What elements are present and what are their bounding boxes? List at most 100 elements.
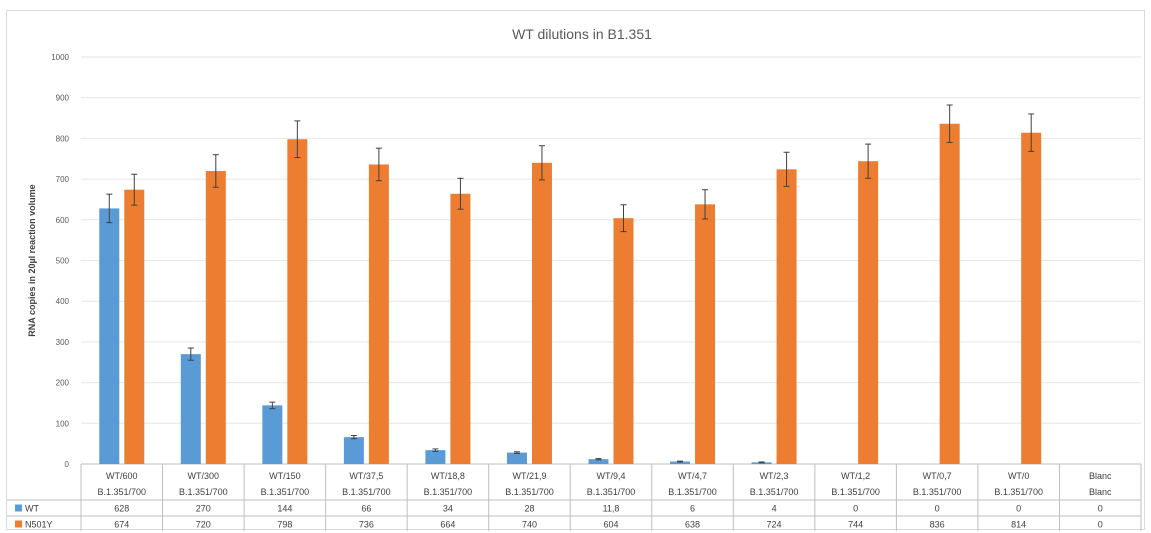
- error-bar: [294, 120, 301, 159]
- error-bar: [432, 448, 439, 452]
- data-table-cell: 4: [772, 504, 777, 514]
- error-bar: [1028, 113, 1035, 152]
- y-tick-label: 700: [56, 175, 70, 184]
- data-table-cell: 270: [196, 504, 211, 514]
- error-bar: [375, 147, 382, 182]
- y-axis-label: RNA copies in 20µl reaction volume: [27, 184, 37, 336]
- error-bar: [620, 204, 627, 233]
- bar-n501y: [695, 204, 716, 465]
- category-label: B.1.351/700: [587, 487, 636, 497]
- data-table-cell: 6: [690, 504, 695, 514]
- data-table-cell: 720: [196, 520, 211, 530]
- y-axis: 0 100 200 300 400 500 600 700 800 900 1000: [51, 53, 69, 469]
- chart-title: WT dilutions in B1.351: [512, 26, 652, 42]
- data-table-cell: 628: [114, 504, 129, 514]
- data-table-cell: 664: [440, 520, 455, 530]
- category-label: Blanc: [1089, 487, 1112, 497]
- data-table-cell: 836: [930, 520, 945, 530]
- bar-n501y: [450, 193, 471, 464]
- category-label: B.1.351/700: [261, 487, 310, 497]
- category-label: WT/18,8: [431, 471, 465, 481]
- category-label: B.1.351/700: [342, 487, 391, 497]
- y-tick-label: 400: [56, 297, 70, 306]
- category-label: B.1.351/700: [179, 487, 228, 497]
- category-label: B.1.351/700: [750, 487, 799, 497]
- error-bar: [457, 177, 464, 210]
- bar-n501y: [368, 164, 389, 464]
- data-table-cell: 0: [1098, 520, 1103, 530]
- error-bar: [131, 173, 138, 206]
- bars: [99, 104, 1042, 465]
- data-table-cell: 28: [524, 504, 534, 514]
- data-table-cell: 0: [935, 504, 940, 514]
- error-bar: [106, 193, 113, 224]
- bar-n501y: [531, 162, 552, 464]
- error-bar: [187, 347, 194, 361]
- gridlines: [81, 56, 1141, 465]
- error-bar: [350, 435, 357, 440]
- y-tick-label: 900: [56, 94, 70, 103]
- error-bar: [758, 461, 765, 464]
- data-table-cell: 604: [603, 520, 618, 530]
- bar-n501y: [205, 170, 226, 464]
- bar-wt: [670, 461, 691, 464]
- bar-n501y: [287, 139, 308, 465]
- bar-wt: [425, 450, 446, 464]
- data-table-cell: 34: [443, 504, 453, 514]
- category-label: WT/300: [188, 471, 220, 481]
- bar-n501y: [124, 189, 145, 464]
- bar-wt: [180, 354, 201, 464]
- legend-key: [15, 504, 22, 512]
- bar-wt: [262, 405, 283, 464]
- category-label: WT/0: [1008, 471, 1030, 481]
- data-table-cell: 11,8: [603, 504, 620, 514]
- category-label: WT/21,9: [512, 471, 546, 481]
- legend-label: WT: [25, 504, 39, 514]
- category-label: WT/4,7: [678, 471, 707, 481]
- bar-wt: [588, 459, 609, 464]
- category-label: B.1.351/700: [668, 487, 717, 497]
- error-bar: [212, 154, 219, 188]
- error-bar: [702, 189, 709, 220]
- error-bar: [538, 145, 545, 181]
- error-bar: [946, 104, 953, 143]
- y-tick-label: 0: [65, 460, 70, 469]
- category-label: WT/0,7: [923, 471, 952, 481]
- data-table-cell: 798: [277, 520, 292, 530]
- data-table-cell: 144: [277, 504, 292, 514]
- category-label: B.1.351/700: [831, 487, 880, 497]
- bar-wt: [506, 452, 527, 464]
- category-label: WT/150: [269, 471, 301, 481]
- category-label: B.1.351/700: [505, 487, 554, 497]
- category-label: WT/1,2: [841, 471, 870, 481]
- category-label: B.1.351/700: [913, 487, 962, 497]
- data-table-cell: 674: [114, 520, 129, 530]
- data-table-cell: 740: [522, 520, 537, 530]
- y-tick-label: 800: [56, 134, 70, 143]
- error-bar: [677, 460, 684, 463]
- category-label: B.1.351/700: [994, 487, 1043, 497]
- error-bar: [783, 151, 790, 187]
- bar-n501y: [858, 161, 879, 464]
- data-table: WT/600 B.1.351/700 WT/300 B.1.351/700 WT/150…: [7, 464, 1142, 531]
- chart-frame: WT dilutions in B1.351 0 100 200 300 400 500 6…: [6, 10, 1145, 531]
- bar-n501y: [613, 218, 634, 464]
- chart-svg: WT dilutions in B1.351 01002003004005006…: [7, 26, 1142, 531]
- data-table-cell: 744: [848, 520, 863, 530]
- y-tick-label: 100: [56, 419, 70, 428]
- y-tick-label: 200: [56, 379, 70, 388]
- bar-wt: [343, 437, 364, 464]
- bar-n501y: [776, 169, 797, 464]
- y-tick-label: 600: [56, 216, 70, 225]
- y-tick-label: 500: [56, 257, 70, 266]
- data-table-cell: 736: [359, 520, 374, 530]
- legend-key: [15, 520, 22, 528]
- category-label: WT/600: [106, 471, 138, 481]
- error-bar: [269, 401, 276, 410]
- category-label: WT/9,4: [596, 471, 625, 481]
- category-label: B.1.351/700: [424, 487, 473, 497]
- category-label: WT/2,3: [760, 471, 789, 481]
- data-table-cell: 0: [1016, 504, 1021, 514]
- data-table-cell: 638: [685, 520, 700, 530]
- bar-n501y: [1021, 132, 1042, 464]
